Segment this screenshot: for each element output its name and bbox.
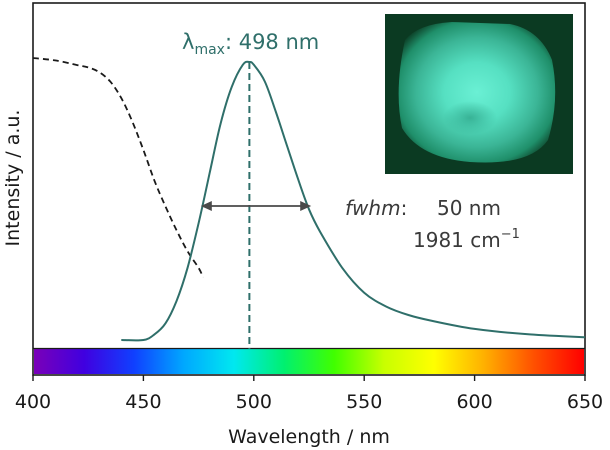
x-tick-label-600: 600 xyxy=(456,391,492,413)
x-tick-label-400: 400 xyxy=(15,391,51,413)
fwhm-wavenumber-value: 1981 cm−1 xyxy=(413,227,520,252)
x-axis-label: Wavelength / nm xyxy=(228,426,390,448)
emission-line xyxy=(121,60,586,342)
x-tick-label-550: 550 xyxy=(346,391,382,413)
lambda-max-annotation: λmax: 498 nm xyxy=(182,30,319,58)
inset-image xyxy=(385,14,573,174)
absorption-dashed-line xyxy=(32,57,204,278)
plot-frame xyxy=(32,2,586,376)
x-axis-ticks: 400 450 500 550 600 650 xyxy=(15,375,603,413)
fwhm-annotation: fwhm: xyxy=(345,196,407,220)
fwhm-nm-value: 50 nm xyxy=(437,196,501,220)
fwhm-arrow xyxy=(200,201,312,211)
x-tick-label-500: 500 xyxy=(236,391,272,413)
x-tick-label-650: 650 xyxy=(567,391,603,413)
y-axis-label: Intensity / a.u. xyxy=(2,110,24,247)
spectrum-color-bar xyxy=(34,349,584,374)
x-tick-label-450: 450 xyxy=(125,391,161,413)
